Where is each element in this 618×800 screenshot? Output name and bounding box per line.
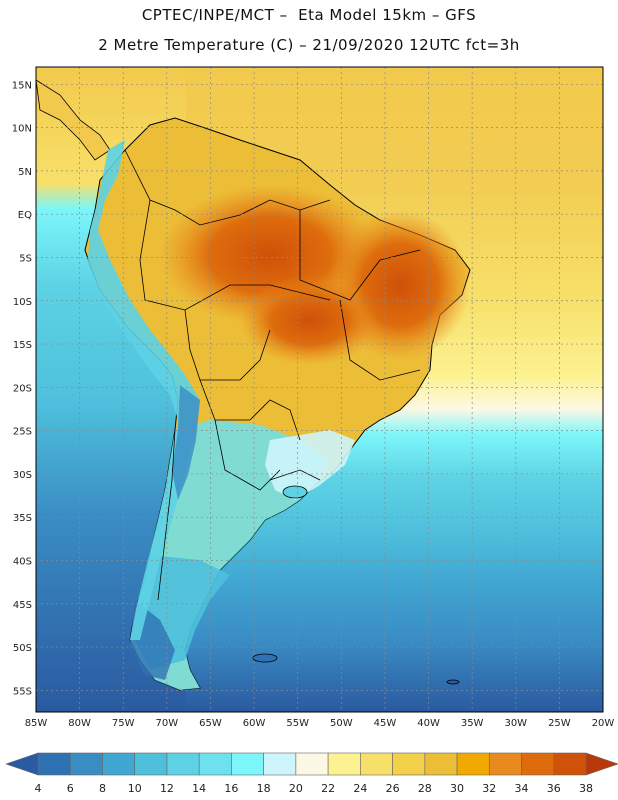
lon-label: 85W: [25, 718, 48, 729]
lat-label: 35S: [13, 513, 32, 524]
country-borders: [124, 149, 421, 601]
lon-label: 50W: [330, 718, 353, 729]
south-georgia: [446, 679, 460, 685]
legend-swatch: [134, 752, 168, 776]
lon-label: 20W: [592, 718, 615, 729]
legend-tick-label: 6: [67, 782, 74, 795]
lon-label: 75W: [112, 718, 135, 729]
central-america: [36, 79, 111, 161]
legend-swatch: [198, 752, 232, 776]
lat-label: 45S: [13, 600, 32, 611]
legend-tick-label: 14: [192, 782, 206, 795]
legend-tick-label: 34: [515, 782, 529, 795]
central-hot-zone: [240, 275, 380, 365]
legend-swatch: [37, 752, 71, 776]
legend-swatch: [392, 752, 426, 776]
map-frame: [35, 66, 604, 713]
legend-swatch: [102, 752, 136, 776]
lat-label: EQ: [18, 210, 32, 221]
legend-arrow-low: [5, 752, 39, 776]
lat-label: 10N: [12, 124, 32, 135]
legend-tick-label: 8: [99, 782, 106, 795]
legend-swatch: [69, 752, 103, 776]
lon-label: 80W: [68, 718, 91, 729]
legend-swatch: [360, 752, 393, 776]
legend-tick-label: 28: [418, 782, 432, 795]
latitude-labels: 15N 10N 5N EQ 5S 10S 15S 20S 25S 30S 35S 40S 45S 50S 5…: [12, 80, 32, 697]
lat-label: 15S: [13, 340, 32, 351]
lat-label: 25S: [13, 427, 32, 438]
legend-tick-label: 12: [160, 782, 174, 795]
legend-arrow-high: [585, 752, 618, 776]
andes-peaks: [172, 385, 200, 500]
lon-label: 40W: [417, 718, 440, 729]
legend-swatch: [231, 752, 264, 776]
lat-label: 40S: [13, 556, 32, 567]
temperature-map: 15N 10N 5N EQ 5S 10S 15S 20S 25S 30S 35S 40S 45S 50S 5…: [12, 66, 615, 729]
lon-label: 60W: [243, 718, 266, 729]
legend-swatch: [488, 752, 522, 776]
legend-swatch: [553, 752, 587, 776]
legend-tick-label: 24: [353, 782, 367, 795]
lat-label: 5S: [19, 253, 32, 264]
lon-label: 45W: [374, 718, 397, 729]
plot-area: [36, 67, 603, 712]
longitude-labels: 85W 80W 75W 70W 65W 60W 55W 50W 45W 40W 35W 30W 25W 2…: [25, 718, 615, 729]
legend-swatch: [456, 752, 490, 776]
lagoa-dos-patos: [282, 485, 308, 499]
lat-label: 15N: [12, 80, 32, 91]
legend-swatch: [424, 752, 458, 776]
lon-label: 65W: [199, 718, 222, 729]
lat-label: 50S: [13, 643, 32, 654]
legend-tick-label: 16: [224, 782, 238, 795]
lon-label: 35W: [461, 718, 484, 729]
lon-label: 30W: [504, 718, 527, 729]
title-line-2: 2 Metre Temperature (C) – 21/09/2020 12U…: [98, 36, 520, 54]
legend-tick-label: 4: [35, 782, 42, 795]
color-legend: 4 6 8 10 12 14 16 18 20 22 24 26 28 30 32 34 36 38: [5, 752, 618, 795]
legend-swatch: [166, 752, 200, 776]
legend-swatch: [327, 752, 361, 776]
lat-label: 20S: [13, 383, 32, 394]
south-brazil-cool: [265, 430, 355, 500]
title-line-1: CPTEC/INPE/MCT – Eta Model 15km – GFS: [141, 6, 477, 24]
legend-tick-label: 32: [482, 782, 496, 795]
legend-tick-label: 30: [450, 782, 464, 795]
legend-swatch: [263, 752, 297, 776]
legend-swatch: [521, 752, 555, 776]
lon-label: 70W: [156, 718, 179, 729]
andes-mountains: [88, 140, 200, 640]
legend-tick-label: 20: [289, 782, 303, 795]
legend-tick-label: 22: [321, 782, 335, 795]
legend-swatch: [295, 752, 329, 776]
lat-label: 30S: [13, 470, 32, 481]
legend-tick-label: 26: [386, 782, 400, 795]
legend-tick-label: 10: [128, 782, 142, 795]
falkland-islands: [252, 653, 278, 663]
legend-tick-label: 18: [257, 782, 271, 795]
legend-tick-label: 38: [579, 782, 593, 795]
lat-label: 10S: [13, 297, 32, 308]
lon-label: 25W: [548, 718, 571, 729]
lat-label: 55S: [13, 686, 32, 697]
lat-label: 5N: [18, 167, 32, 178]
lon-label: 55W: [286, 718, 309, 729]
legend-tick-label: 36: [547, 782, 561, 795]
